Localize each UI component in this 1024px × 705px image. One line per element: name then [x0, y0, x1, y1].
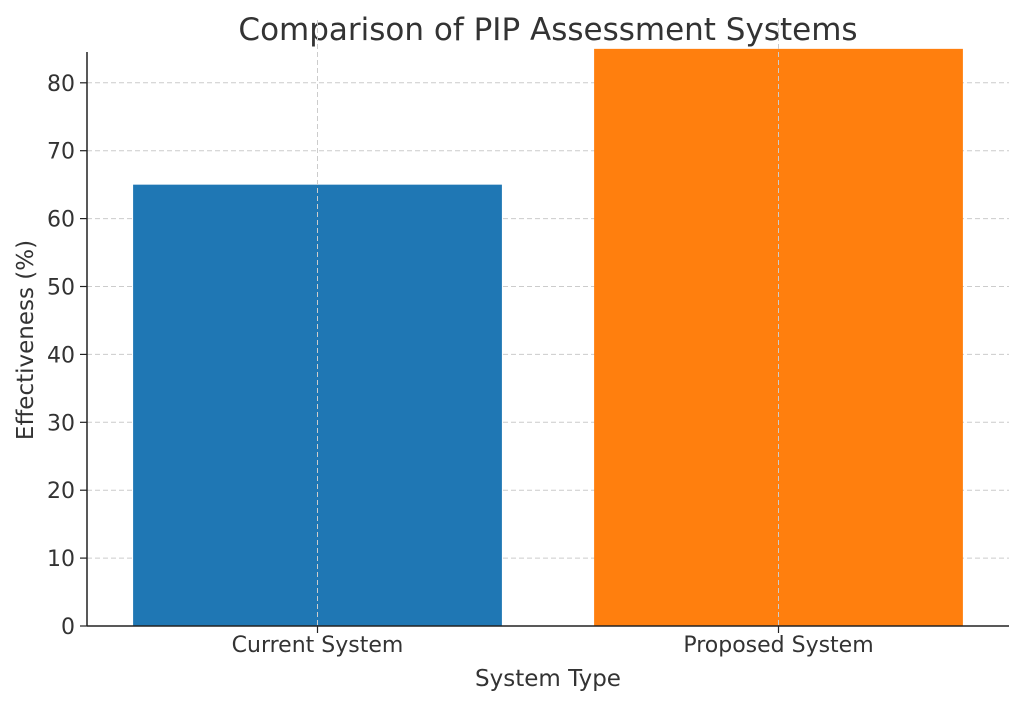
x-axis-label: System Type — [475, 666, 621, 692]
y-tick-label-40: 40 — [47, 343, 75, 368]
y-tick-label-50: 50 — [47, 276, 75, 301]
y-tick-label-60: 60 — [47, 208, 75, 233]
axes — [80, 52, 1009, 633]
bar-proposed-system — [594, 48, 963, 627]
y-tick-label-30: 30 — [47, 411, 75, 436]
vertical-grid-lines — [317, 20, 779, 626]
y-axis-label: Effectiveness (%) — [13, 240, 39, 440]
y-tick-label-70: 70 — [47, 140, 75, 165]
y-tick-label-20: 20 — [47, 479, 75, 504]
y-tick-label-80: 80 — [47, 72, 75, 97]
chart-title: Comparison of PIP Assessment Systems — [238, 12, 857, 48]
tick-labels: 0 10 20 30 40 50 60 70 80 Current System Proposed … — [47, 72, 874, 658]
x-tick-label-current-system: Current System — [232, 633, 404, 658]
y-tick-label-10: 10 — [47, 547, 75, 572]
bars — [133, 48, 963, 627]
x-tick-label-proposed-system: Proposed System — [683, 633, 873, 658]
y-tick-label-0: 0 — [61, 615, 75, 640]
